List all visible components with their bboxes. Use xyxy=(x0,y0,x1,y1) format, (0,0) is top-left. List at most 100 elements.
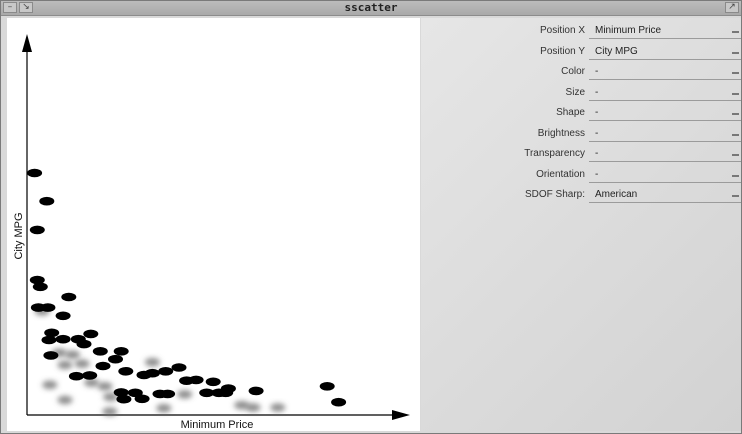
x-axis-arrow xyxy=(392,410,410,420)
select-value-brightness: - xyxy=(595,127,599,139)
select-value-size: - xyxy=(595,86,599,98)
scatter-point xyxy=(57,360,73,370)
scatter-point xyxy=(97,382,113,391)
scatter-plot[interactable]: Minimum Price City MPG xyxy=(7,18,420,431)
points-layer xyxy=(27,168,347,416)
control-row-transparency: Transparency - xyxy=(421,145,741,163)
select-value-orientation: - xyxy=(595,168,599,180)
maximize-icon[interactable]: ↗ xyxy=(725,2,739,13)
scatter-point xyxy=(68,371,84,381)
scatter-point xyxy=(40,303,56,312)
dropdown-arrow-icon[interactable] xyxy=(732,72,739,74)
scatter-point xyxy=(118,367,134,376)
scatter-point xyxy=(205,377,221,387)
control-row-shape: Shape - xyxy=(421,104,741,122)
scatter-point xyxy=(57,395,73,405)
control-label-shape: Shape xyxy=(556,107,585,118)
dropdown-arrow-icon[interactable] xyxy=(732,92,739,95)
scatter-point xyxy=(158,367,174,376)
select-transparency[interactable]: - xyxy=(589,146,741,162)
control-row-brightness: Brightness - xyxy=(421,125,741,143)
select-value-shape: - xyxy=(595,107,599,118)
scatter-point xyxy=(39,196,55,206)
scatter-point xyxy=(211,388,227,398)
controls-panel: Position X Minimum Price Position Y City MP… xyxy=(421,18,741,431)
scatter-point xyxy=(95,361,111,371)
scatter-point xyxy=(331,397,347,407)
scatter-point xyxy=(116,394,132,404)
scatter-point xyxy=(319,382,335,391)
select-value-position-y: City MPG xyxy=(595,45,638,57)
control-row-size: Size - xyxy=(421,84,741,102)
scatter-point xyxy=(43,351,59,360)
select-brightness[interactable]: - xyxy=(589,126,741,142)
window-title: sscatter xyxy=(344,1,398,14)
scatter-point xyxy=(102,407,118,416)
scatter-point xyxy=(61,292,77,302)
scatter-point xyxy=(92,347,108,356)
scatter-point xyxy=(55,311,71,321)
select-position-x[interactable]: Minimum Price xyxy=(589,23,741,39)
y-axis-label: City MPG xyxy=(13,212,25,259)
control-row-position-x: Position X Minimum Price xyxy=(421,22,741,40)
scatter-point xyxy=(76,339,92,349)
dropdown-arrow-icon[interactable] xyxy=(732,154,739,156)
control-label-position-y: Position Y xyxy=(540,45,585,57)
window-menu-icon[interactable]: – xyxy=(3,2,17,13)
scatter-point xyxy=(160,389,176,399)
scatter-point xyxy=(156,403,172,413)
control-label-orientation: Orientation xyxy=(536,168,585,180)
select-value-transparency: - xyxy=(595,148,599,159)
dropdown-arrow-icon[interactable] xyxy=(732,113,739,115)
scatter-point xyxy=(42,380,58,390)
scatter-chart-svg: Minimum Price City MPG xyxy=(13,34,410,431)
control-label-transparency: Transparency xyxy=(524,148,585,159)
scatter-point xyxy=(113,347,129,356)
scatter-point xyxy=(41,335,57,345)
dropdown-arrow-icon[interactable] xyxy=(732,133,739,136)
scatter-point xyxy=(245,403,261,412)
control-row-color: Color - xyxy=(421,63,741,81)
select-shape[interactable]: - xyxy=(589,105,741,121)
scatter-point xyxy=(108,354,123,364)
scatter-point xyxy=(188,375,204,385)
scatter-point xyxy=(84,378,100,387)
dropdown-arrow-icon[interactable] xyxy=(732,51,739,54)
dropdown-arrow-icon[interactable] xyxy=(732,195,739,197)
control-label-sdof-sharp: SDOF Sharp: xyxy=(524,189,585,200)
select-size[interactable]: - xyxy=(589,85,741,101)
minimize-icon[interactable]: ↘ xyxy=(19,2,33,13)
select-orientation[interactable]: - xyxy=(589,167,741,183)
scatter-point xyxy=(171,363,187,372)
scatter-point xyxy=(65,350,81,360)
control-label-size: Size xyxy=(565,86,585,98)
scatter-point xyxy=(270,403,286,412)
scatter-point xyxy=(27,168,43,178)
dropdown-arrow-icon[interactable] xyxy=(732,174,739,177)
select-value-sdof-sharp: American xyxy=(595,189,638,200)
control-label-position-x: Position X xyxy=(539,25,585,36)
select-color[interactable]: - xyxy=(589,64,741,80)
scatter-point xyxy=(234,400,250,410)
control-label-brightness: Brightness xyxy=(537,127,585,139)
control-row-orientation: Orientation - xyxy=(421,166,741,184)
y-axis-arrow xyxy=(22,34,32,52)
x-axis-label: Minimum Price xyxy=(181,419,254,431)
scatter-point xyxy=(29,225,45,235)
control-label-color: Color xyxy=(561,66,585,77)
scatter-point xyxy=(144,368,160,378)
control-row-sdof-sharp: SDOF Sharp: American xyxy=(421,186,741,204)
scatter-point xyxy=(144,357,160,367)
select-sdof-sharp[interactable]: American xyxy=(589,187,741,203)
scatter-point xyxy=(177,390,193,399)
scatter-point xyxy=(29,275,45,285)
scatter-point xyxy=(134,394,150,404)
scatter-point xyxy=(248,386,264,396)
control-row-position-y: Position Y City MPG xyxy=(421,43,741,61)
select-value-position-x: Minimum Price xyxy=(595,25,662,36)
dropdown-arrow-icon[interactable] xyxy=(732,31,739,33)
scatter-point xyxy=(113,388,129,397)
select-position-y[interactable]: City MPG xyxy=(589,44,741,60)
scatter-point xyxy=(74,359,90,369)
